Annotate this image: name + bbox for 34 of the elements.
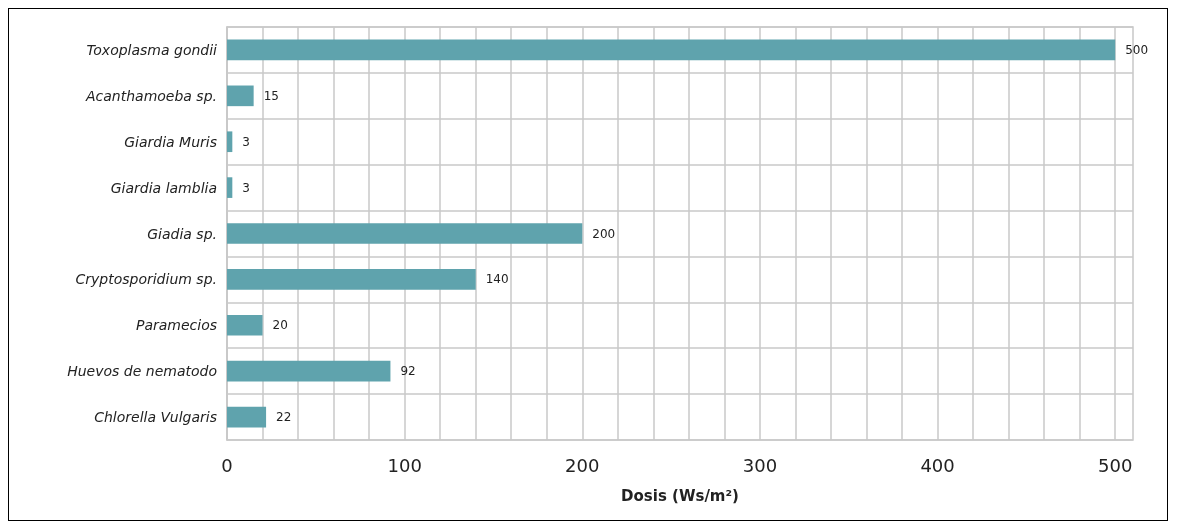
y-tick-label: Giardia lamblia <box>110 179 217 196</box>
x-tick-label: 500 <box>1098 454 1133 476</box>
bar <box>227 314 263 336</box>
bar <box>227 360 391 382</box>
x-tick-label: 300 <box>742 454 778 476</box>
data-label: 92 <box>400 364 416 379</box>
y-tick-label: Giadia sp. <box>147 225 217 242</box>
data-label: 3 <box>242 134 250 149</box>
y-tick-label: Acanthamoeba sp. <box>84 87 217 104</box>
y-tick-label: Chlorella Vulgaris <box>94 409 217 426</box>
x-tick-label: 100 <box>387 454 422 476</box>
bar <box>227 131 233 153</box>
bar <box>227 269 476 290</box>
bar <box>227 85 254 107</box>
bar <box>227 406 267 428</box>
data-label: 3 <box>242 180 250 195</box>
bar <box>227 177 233 198</box>
y-tick-label: Giardia Muris <box>124 133 217 150</box>
bar <box>227 39 1116 61</box>
x-tick-label: 400 <box>920 454 955 476</box>
y-tick-label: Paramecios <box>135 317 217 334</box>
data-label: 15 <box>263 88 279 103</box>
data-label: 200 <box>592 226 616 241</box>
bar <box>227 223 583 244</box>
y-tick-label: Toxoplasma gondii <box>86 41 218 58</box>
data-label: 500 <box>1125 42 1149 57</box>
data-label: 20 <box>272 318 288 333</box>
x-tick-label: 200 <box>565 454 600 476</box>
data-label: 22 <box>276 410 292 425</box>
data-label: 140 <box>485 272 509 287</box>
x-tick-label: 0 <box>221 454 233 476</box>
y-tick-label: Cryptosporidium sp. <box>75 271 217 288</box>
x-axis-title: Dosis (Ws/m²) <box>621 486 739 505</box>
y-tick-label: Huevos de nematodo <box>67 363 217 380</box>
